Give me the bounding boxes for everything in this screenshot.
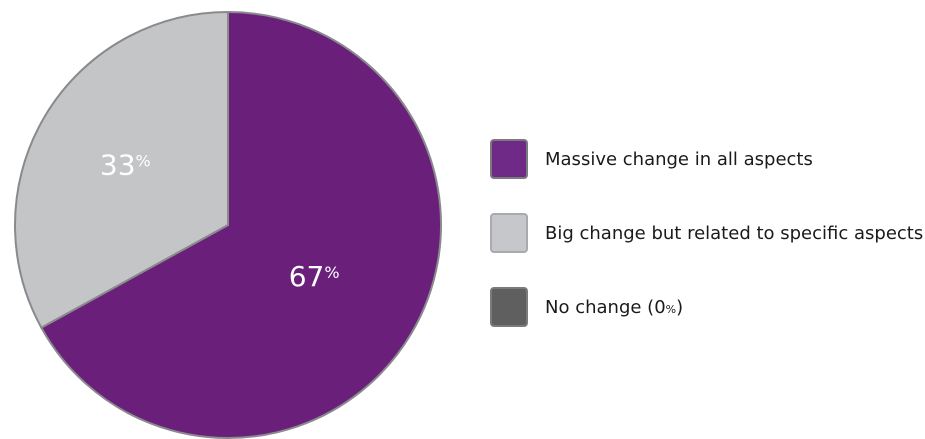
legend-item-big-change: Big change but related to specific aspec… [490, 212, 923, 254]
legend-swatch-massive-change [490, 139, 528, 179]
legend-item-massive-change: Massive change in all aspects [490, 138, 923, 180]
legend-item-no-change: No change (0%) [490, 286, 923, 328]
legend-swatch-big-change [490, 213, 528, 253]
legend-label-massive-change: Massive change in all aspects [545, 148, 813, 170]
pie-chart: 67% 33% [14, 10, 442, 439]
legend-label-no-change: No change (0%) [545, 296, 684, 318]
slice-label-massive-change-in-all-aspects: 67% [289, 260, 340, 293]
legend-swatch-no-change [490, 287, 528, 327]
pie-slice-big-change-but-related-to-specific-aspects [14, 10, 229, 329]
pie-slice-massive-change-in-all-aspects [39, 10, 442, 439]
legend: Massive change in all aspects Big change… [490, 138, 923, 360]
slice-label-big-change-but-related-to-specific-aspects: 33% [100, 148, 151, 181]
legend-label-big-change: Big change but related to specific aspec… [545, 222, 924, 244]
